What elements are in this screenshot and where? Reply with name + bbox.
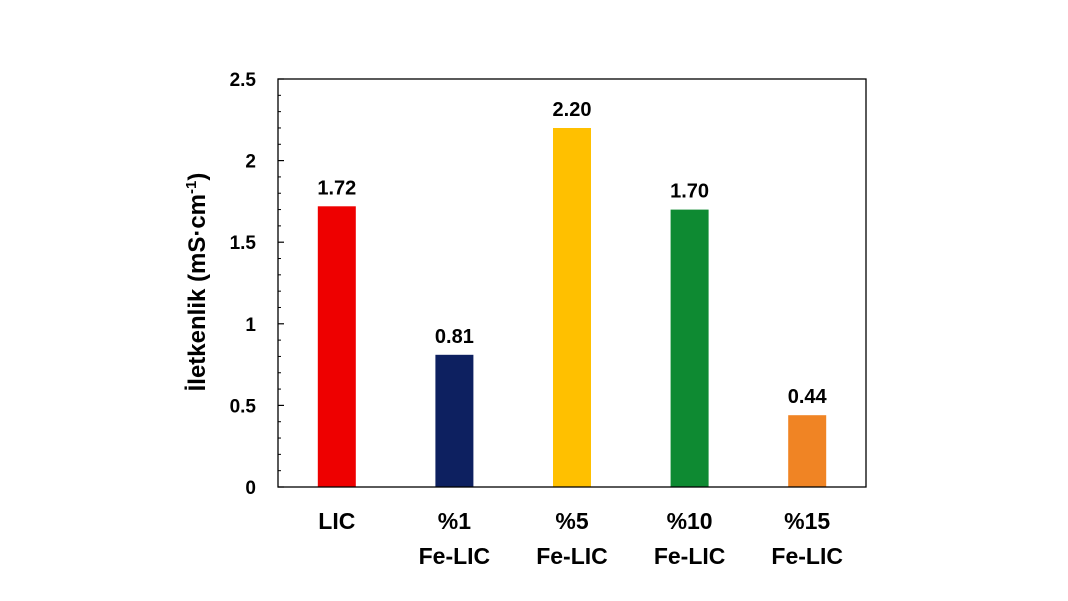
y-axis-title: İletkenlik (mS·cm-1) — [183, 173, 211, 392]
plot-frame — [277, 78, 867, 488]
bar — [670, 209, 709, 487]
y-tick-label: 1 — [245, 315, 256, 336]
y-tick-label: 1.5 — [230, 233, 257, 254]
bar — [788, 415, 827, 487]
y-axis-title-superscript: -1 — [183, 181, 200, 194]
y-tick-label: 2 — [245, 152, 256, 173]
bar — [317, 206, 356, 488]
x-category-label: LIC — [318, 508, 355, 534]
bar-value-label: 0.81 — [435, 326, 474, 348]
bar-value-label: 1.72 — [317, 177, 356, 199]
x-category-label: Fe-LIC — [654, 543, 726, 569]
x-category-label: Fe-LIC — [536, 543, 608, 569]
x-category-label: Fe-LIC — [771, 543, 843, 569]
x-category-label: %10 — [667, 508, 713, 534]
bar — [435, 354, 474, 487]
y-tick-label: 0 — [245, 478, 256, 499]
x-category-label: %5 — [555, 508, 588, 534]
bar-value-label: 0.44 — [788, 386, 828, 408]
y-tick-label: 2.5 — [230, 70, 257, 91]
y-axis-title-close: ) — [184, 173, 211, 181]
bar — [553, 128, 591, 487]
bar-value-label: 2.20 — [553, 99, 592, 121]
x-category-label: %15 — [784, 508, 830, 534]
bar-value-label: 1.70 — [670, 181, 709, 203]
x-category-label: Fe-LIC — [419, 543, 491, 569]
y-axis-title-main: İletkenlik (mS·cm — [184, 194, 211, 391]
x-category-label: %1 — [438, 508, 471, 534]
y-tick-label: 0.5 — [230, 396, 257, 417]
